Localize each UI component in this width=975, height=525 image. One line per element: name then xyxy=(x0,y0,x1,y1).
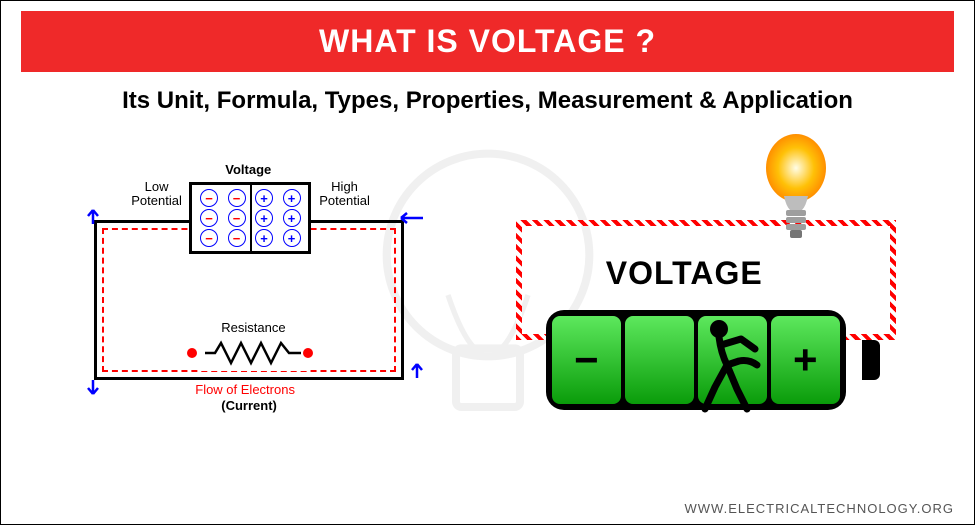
circuit-diagram: Voltage LowPotential HighPotential −−++ … xyxy=(59,160,439,420)
footer-url: WWW.ELECTRICALTECHNOLOGY.ORG xyxy=(685,501,955,516)
battery-cell-neg: − xyxy=(552,316,621,404)
voltage-label: Voltage xyxy=(225,162,271,177)
title-banner: WHAT IS VOLTAGE ? xyxy=(21,11,954,72)
low-potential-label: LowPotential xyxy=(131,180,182,209)
battery-cell xyxy=(625,316,694,404)
flow-electrons-label: Flow of Electrons xyxy=(195,382,295,397)
arrow-bottom-left-icon xyxy=(83,378,103,398)
voltage-big-label: VOLTAGE xyxy=(606,255,763,292)
resistor-icon xyxy=(199,340,307,371)
lightbulb-icon xyxy=(756,130,836,240)
battery-cell-pos: + xyxy=(771,316,840,404)
battery-terminal xyxy=(862,340,880,380)
arrow-top-left-icon xyxy=(83,206,103,226)
subtitle: Its Unit, Formula, Types, Properties, Me… xyxy=(1,87,974,115)
infographic-container: WHAT IS VOLTAGE ? Its Unit, Formula, Typ… xyxy=(0,0,975,525)
high-potential-label: HighPotential xyxy=(319,180,370,209)
battery-bulb-diagram: VOLTAGE − + xyxy=(496,140,916,440)
resistance-label: Resistance xyxy=(221,320,285,335)
content-area: Voltage LowPotential HighPotential −−++ … xyxy=(1,130,974,450)
arrow-top-right-icon xyxy=(397,210,425,226)
arrow-bottom-right-icon xyxy=(407,360,427,380)
person-pushing-icon xyxy=(691,315,771,415)
current-label: (Current) xyxy=(221,398,277,413)
voltage-box-divider xyxy=(250,182,252,254)
